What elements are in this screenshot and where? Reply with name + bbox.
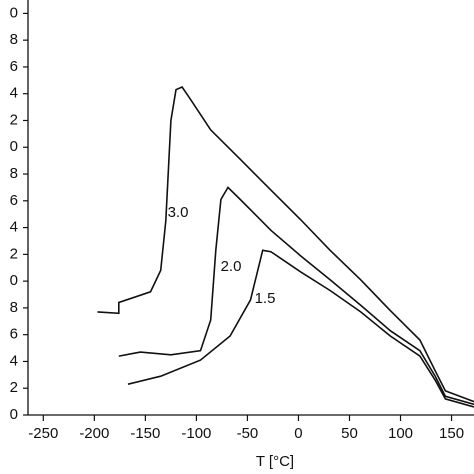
- x-tick-label: -50: [237, 425, 259, 442]
- y-tick-label: 2: [10, 245, 18, 262]
- y-tick-label: 0: [10, 406, 18, 423]
- curve-label: 3.0: [168, 204, 189, 221]
- x-tick-label: 50: [341, 425, 358, 442]
- x-tick-label: -150: [130, 425, 160, 442]
- x-tick-label: -100: [181, 425, 211, 442]
- y-tick-label: 2: [10, 379, 18, 396]
- y-tick-label: 0: [10, 138, 18, 155]
- y-tick-label: 4: [10, 219, 18, 236]
- x-tick-label: 0: [294, 425, 302, 442]
- y-tick-label: 8: [10, 165, 18, 182]
- y-tick-label: 6: [10, 58, 18, 75]
- y-tick-label: 0: [10, 272, 18, 289]
- curve: [97, 85, 474, 403]
- y-tick-label: 8: [10, 299, 18, 316]
- curve: [118, 186, 474, 406]
- x-tick-label: 150: [439, 425, 464, 442]
- y-tick-label: 4: [10, 352, 18, 369]
- curve: [127, 249, 474, 408]
- y-tick-label: 8: [10, 31, 18, 48]
- x-axis-label: T [°C]: [256, 453, 294, 470]
- curve-label: 1.5: [255, 290, 276, 307]
- y-tick-label: 2: [10, 111, 18, 128]
- x-tick-label: -250: [28, 425, 58, 442]
- y-tick-label: 6: [10, 192, 18, 209]
- y-tick-label: 4: [10, 85, 18, 102]
- y-tick-label: 0: [10, 4, 18, 21]
- x-tick-label: -200: [79, 425, 109, 442]
- y-tick-label: 6: [10, 326, 18, 343]
- curve-label: 2.0: [221, 258, 242, 275]
- x-tick-label: 100: [388, 425, 413, 442]
